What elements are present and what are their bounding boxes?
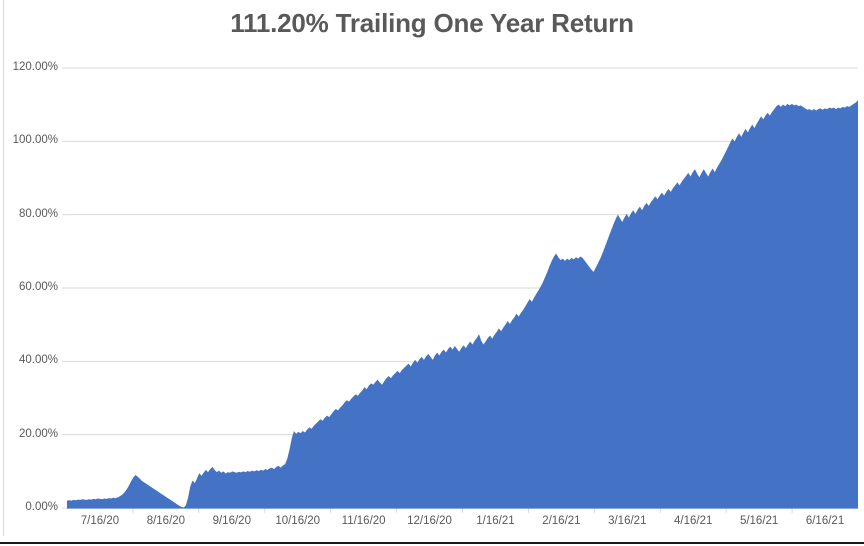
y-axis-tick-label: 60.00% — [18, 281, 58, 293]
y-axis-ticks — [62, 67, 67, 509]
x-axis-tick-label: 12/16/20 — [407, 515, 452, 527]
x-axis-tick-label: 4/16/21 — [674, 515, 713, 527]
y-axis-tick-label: 80.00% — [18, 207, 58, 220]
x-axis-tick-label: 10/16/20 — [275, 515, 321, 527]
area-fill — [67, 100, 858, 509]
x-axis-tick-label: 6/16/21 — [805, 515, 845, 527]
y-axis-tick-label: 40.00% — [18, 354, 58, 367]
x-axis-tick-label: 7/16/20 — [80, 515, 120, 527]
worksheet-left-border — [3, 0, 4, 536]
x-axis-tick-label: 9/16/20 — [212, 515, 251, 527]
x-axis-tick-label: 5/16/21 — [739, 515, 779, 527]
x-axis-tick-label: 11/16/20 — [341, 515, 386, 527]
y-axis-tick-label: 120.00% — [12, 61, 58, 73]
x-axis-tick-label: 1/16/21 — [476, 515, 515, 527]
y-axis-tick-label: 100.00% — [12, 134, 58, 147]
y-axis-tick-label: 20.00% — [18, 427, 58, 440]
worksheet-bottom-border — [0, 542, 864, 544]
x-axis-tick-label: 8/16/20 — [146, 515, 186, 527]
x-axis-ticks — [132, 508, 793, 513]
x-axis-tick-label: 3/16/21 — [608, 515, 647, 527]
x-axis-tick-label: 2/16/21 — [542, 515, 581, 527]
y-axis-tick-label: 0.00% — [25, 501, 58, 513]
area-series — [67, 100, 858, 509]
chart-title: 111.20% Trailing One Year Return — [230, 8, 634, 38]
